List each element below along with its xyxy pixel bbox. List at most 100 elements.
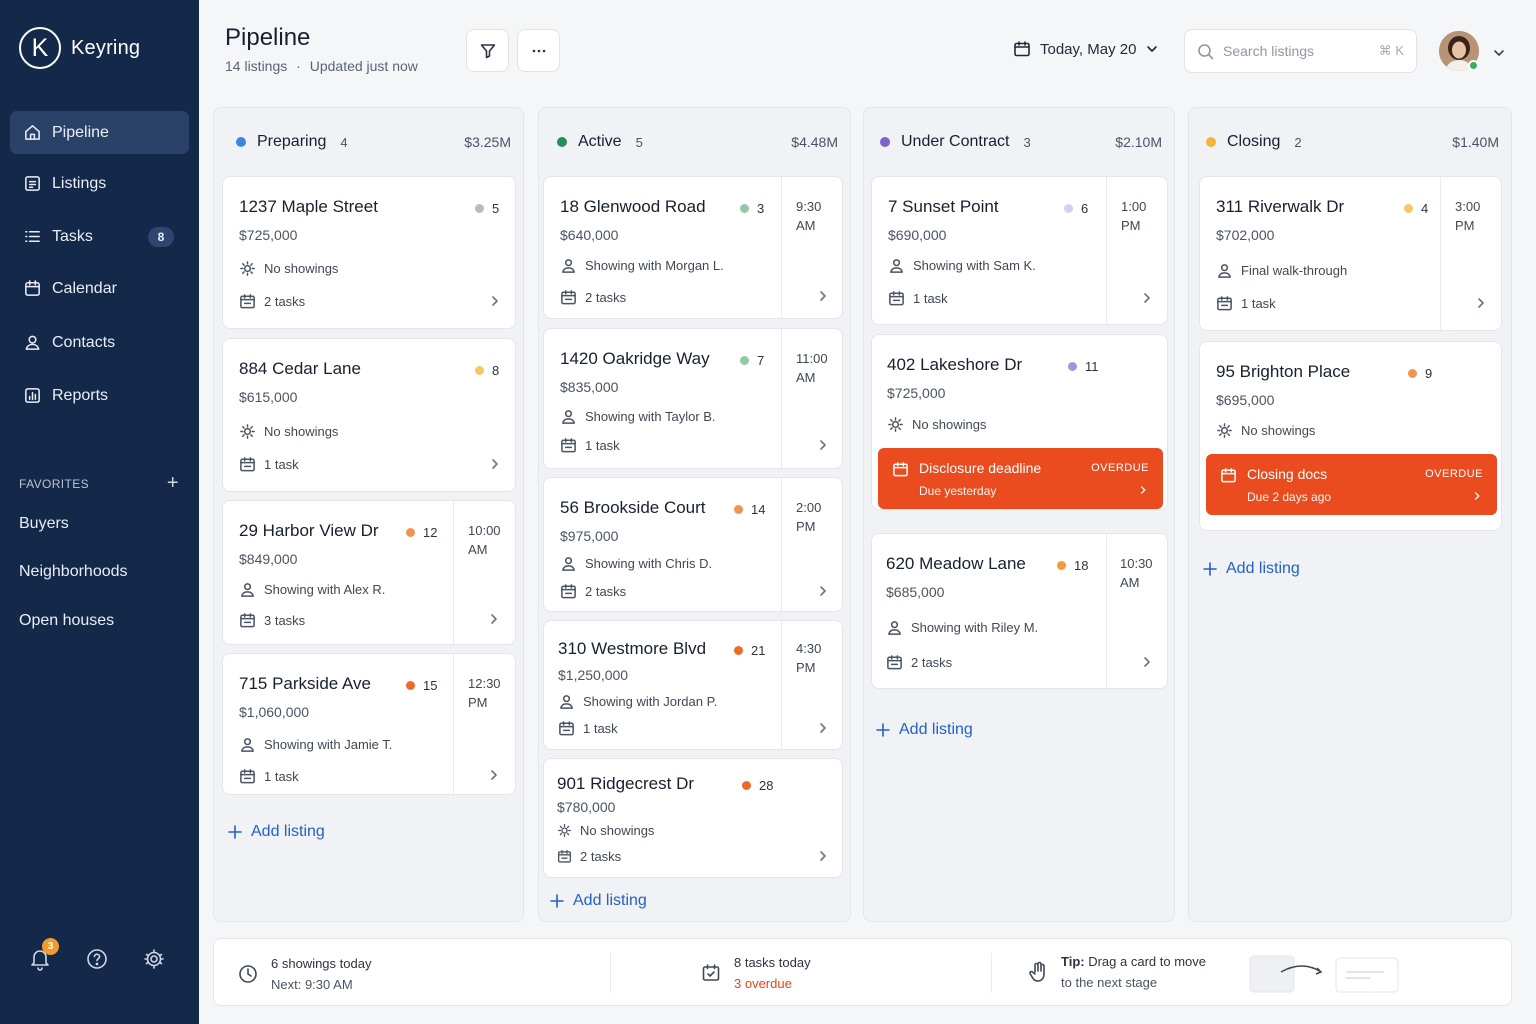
separator-dot: · <box>296 58 301 74</box>
overdue-task-alert[interactable]: Closing docs Due 2 days ago OVERDUE <box>1206 454 1497 515</box>
sidebar-item-label: Pipeline <box>52 123 109 141</box>
chevron-right-icon[interactable] <box>488 294 502 308</box>
chevron-right-icon[interactable] <box>816 584 830 598</box>
chevron-right-icon[interactable] <box>816 438 830 452</box>
listing-card[interactable]: 18 Glenwood Road 3 9:30 AM $640,000 Showi… <box>543 176 843 320</box>
days-badge-dot <box>1057 561 1066 570</box>
sidebar-item-reports[interactable]: Reports <box>10 374 189 417</box>
days-count: 8 <box>492 363 500 378</box>
listing-price: $695,000 <box>1216 392 1275 408</box>
listing-card[interactable]: 56 Brookside Court 14 2:00 PM $975,000 Sh… <box>543 477 843 613</box>
sidebar-item-calendar[interactable]: Calendar <box>10 267 189 310</box>
listing-card[interactable]: 901 Ridgecrest Dr 28 $780,000 No showing… <box>543 758 843 878</box>
favorite-item-buyers[interactable]: Buyers <box>19 515 69 532</box>
listing-address: 1420 Oakridge Way <box>560 349 710 368</box>
add-listing-button[interactable]: Add listing <box>876 721 973 739</box>
listing-card[interactable]: 310 Westmore Blvd 21 4:30 PM $1,250,000 S… <box>543 620 843 751</box>
user-avatar[interactable] <box>1439 31 1479 71</box>
tasks-text: 2 tasks <box>911 655 953 670</box>
tasks-text: 1 task <box>264 769 299 784</box>
chevron-right-icon[interactable] <box>816 849 830 863</box>
tasks-count-badge: 8 <box>148 226 174 247</box>
days-count: 6 <box>1081 201 1089 216</box>
favorite-item-neighborhoods[interactable]: Neighborhoods <box>19 563 128 580</box>
showing-text: Showing with Riley M. <box>911 620 1039 635</box>
tasks-text: 2 tasks <box>585 290 627 305</box>
showing-time: 9:30 AM <box>782 197 842 235</box>
chevron-right-icon[interactable] <box>1474 296 1488 310</box>
listing-card[interactable]: 884 Cedar Lane 8 $615,000 No showings 1 … <box>222 338 516 492</box>
listing-card[interactable]: 402 Lakeshore Dr 11 $725,000 No showings… <box>871 334 1168 510</box>
tasks-row: 2 tasks <box>560 583 626 600</box>
add-favorite-button[interactable]: + <box>166 472 179 494</box>
no-showings-icon <box>240 261 255 276</box>
time-period: PM <box>1121 218 1141 233</box>
column-total: $4.48M <box>791 134 838 150</box>
chevron-right-icon[interactable] <box>816 721 830 735</box>
days-count: 4 <box>1421 201 1429 216</box>
person-icon <box>1218 264 1231 278</box>
help-icon[interactable] <box>85 946 109 972</box>
chevron-right-icon[interactable] <box>816 289 830 303</box>
settings-gear-icon[interactable] <box>142 946 166 972</box>
person-icon <box>888 621 901 635</box>
showing-time: 10:00 AM <box>454 521 514 559</box>
tasks-calendar-icon <box>240 769 255 784</box>
tasks-row: 2 tasks <box>557 849 621 864</box>
filter-button[interactable] <box>466 29 509 72</box>
chevron-right-icon[interactable] <box>488 457 502 471</box>
sidebar-item-tasks[interactable]: Tasks 8 <box>10 215 189 258</box>
days-count: 18 <box>1074 558 1089 573</box>
date-picker[interactable]: Today, May 20 <box>1013 40 1159 58</box>
listing-card[interactable]: 715 Parkside Ave 15 12:30 PM $1,060,000 S… <box>222 653 516 796</box>
column-title: Closing <box>1227 133 1281 150</box>
chevron-right-icon[interactable] <box>1140 655 1154 669</box>
listing-card[interactable]: 1420 Oakridge Way 7 11:00 AM $835,000 Sho… <box>543 328 843 470</box>
sidebar-item-pipeline[interactable]: Pipeline <box>10 111 189 154</box>
tasks-calendar-icon <box>561 438 576 453</box>
no-showings-icon <box>240 424 255 439</box>
more-options-button[interactable] <box>517 29 560 72</box>
favorite-item-open-houses[interactable]: Open houses <box>19 612 115 629</box>
tasks-text: 2 tasks <box>264 294 306 309</box>
overdue-task-alert[interactable]: Disclosure deadline Due yesterday OVERDU… <box>878 448 1163 509</box>
days-badge-dot <box>740 204 749 213</box>
account-menu-chevron-icon[interactable] <box>1492 46 1506 60</box>
sidebar-item-listings[interactable]: Listings <box>10 162 189 205</box>
notifications-button[interactable]: 3 <box>28 938 59 972</box>
tasks-calendar-icon <box>887 655 902 670</box>
listing-price: $615,000 <box>239 389 298 405</box>
stage-dot <box>557 137 567 147</box>
add-listing-button[interactable]: Add listing <box>550 892 647 910</box>
search-input[interactable]: Search listings ⌘ K <box>1184 29 1417 73</box>
add-listing-button[interactable]: Add listing <box>1203 560 1300 578</box>
tasks-text: 1 task <box>1241 296 1276 311</box>
tasks-calendar-icon <box>558 850 571 863</box>
chevron-right-icon[interactable] <box>487 768 501 782</box>
sidebar-item-contacts[interactable]: Contacts <box>10 321 189 364</box>
add-listing-button[interactable]: Add listing <box>228 823 325 841</box>
column-header: Preparing 4 $3.25M <box>236 133 511 151</box>
tip-text-line2: to the next stage <box>1061 975 1158 990</box>
online-status-indicator <box>1468 60 1479 71</box>
chevron-right-icon[interactable] <box>1140 291 1154 305</box>
listing-card[interactable]: 29 Harbor View Dr 12 10:00 AM $849,000 Sh… <box>222 500 516 646</box>
brand-logo: K <box>19 27 61 69</box>
alert-due: Due yesterday <box>919 484 997 498</box>
listing-card[interactable]: 7 Sunset Point 6 1:00 PM $690,000 Showing… <box>871 176 1168 326</box>
tasks-text: 2 tasks <box>580 849 622 864</box>
days-badge-dot <box>406 528 415 537</box>
add-listing-label: Add listing <box>899 721 973 738</box>
tasks-row: 1 task <box>558 720 618 737</box>
tasks-today: 8 tasks today <box>734 955 811 970</box>
time-period: PM <box>796 660 816 675</box>
listing-card[interactable]: 620 Meadow Lane 18 10:30 AM $685,000 Show… <box>871 533 1168 690</box>
days-badge: 3 <box>740 201 764 216</box>
listing-card[interactable]: 95 Brighton Place 9 $695,000 No showings… <box>1199 341 1502 531</box>
listing-card[interactable]: 311 Riverwalk Dr 4 3:00 PM $702,000 Final… <box>1199 176 1502 332</box>
brand[interactable]: K Keyring <box>19 27 140 69</box>
column-header: Under Contract 3 $2.10M <box>880 133 1162 151</box>
drag-hand-icon <box>1029 961 1045 982</box>
listing-card[interactable]: 1237 Maple Street 5 $725,000 No showings… <box>222 176 516 329</box>
chevron-right-icon[interactable] <box>487 612 501 626</box>
